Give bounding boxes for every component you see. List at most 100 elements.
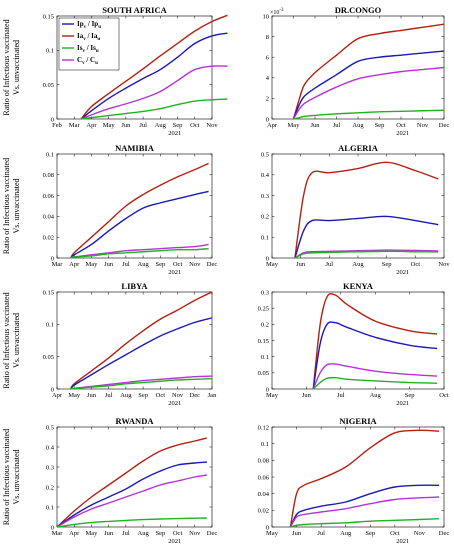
y-tick-label: 0.1 [46, 151, 54, 158]
y-tick-label: 0 [266, 524, 269, 531]
axes-frame [56, 291, 213, 390]
chart-title: NAMIBIA [115, 143, 155, 153]
x-tick-label: May [85, 261, 98, 268]
panel-dr-congo: DR.CONGO Apr May Jun Jul Aug Sep Oct Nov Dec 2021 0… [263, 5, 450, 137]
y-axis-label-line: Ratio of Infectious vaccinated [2, 19, 11, 115]
x-tick-label: May [85, 530, 98, 537]
x-tick-label: Aug [352, 122, 364, 129]
x-tick-label: Aug [138, 530, 150, 537]
x-tick-label: Jun [310, 122, 320, 129]
chart-title: NIGERIA [339, 416, 377, 426]
x-tick-label: Jun [121, 122, 131, 129]
x-year-label: 2021 [168, 130, 181, 137]
x-tick-label: Oct [190, 122, 200, 129]
series-line-blue [80, 32, 228, 120]
legend: Ipv / Ipu Iav / Iau Isv / Isu Cv / Cu [58, 17, 120, 71]
y-tick-label: 0.25 [258, 305, 269, 312]
y-tick-label: 0.2 [46, 484, 54, 491]
axes-frame [56, 426, 213, 528]
x-tick-label: Aug [120, 392, 132, 399]
x-tick-label: Oct [390, 530, 400, 537]
x-tick-label: Jul [333, 122, 341, 129]
x-tick-label: Feb [52, 122, 62, 129]
x-tick-label: Aug [370, 392, 382, 399]
x-tick-label: Oct [439, 392, 449, 399]
x-tick-label: Nov [417, 122, 429, 129]
x-tick-label: Nov [189, 530, 201, 537]
series-line-green [70, 377, 213, 390]
y-tick-label: 0.06 [258, 474, 270, 481]
x-year-label: 2021 [168, 538, 181, 545]
x-tick-label: Jul [317, 530, 325, 537]
series-line-blue [289, 484, 440, 528]
x-tick-label: Oct [396, 122, 406, 129]
y-tick-label: 10 [263, 13, 270, 20]
y-tick-label: 0.3 [46, 464, 54, 471]
y-tick-label: 0.15 [43, 289, 54, 296]
series-line-red [80, 14, 228, 120]
series-line-green [81, 98, 228, 120]
chart-title: RWANDA [116, 416, 155, 426]
x-tick-label: Jun [104, 261, 114, 268]
y-tick-label: 0.3 [261, 193, 269, 200]
series-line-red [70, 162, 209, 259]
x-tick-label: May [266, 261, 279, 268]
y-tick-label: 0.1 [46, 322, 54, 329]
series-line-purple [292, 66, 445, 120]
y-tick-label: 0.2 [261, 322, 269, 329]
y-axis-label: Ratio of Infectious vaccinated Vs. unvacc… [2, 158, 21, 254]
y-tick-label: 0 [266, 255, 269, 262]
x-tick-label: Oct [173, 261, 183, 268]
x-tick-label: Aug [340, 530, 352, 537]
y-tick-label: 8 [266, 34, 269, 41]
series-line-green [70, 247, 209, 259]
x-tick-label: Jul [337, 392, 345, 399]
y-tick-label: 0 [51, 116, 54, 123]
panel-nigeria: NIGERIA May Jun Jul Aug Sep Oct Nov Dec 2021 0 0.02… [258, 416, 450, 545]
y-tick-label: 0.02 [43, 235, 54, 242]
series-line-blue [70, 317, 213, 390]
y-tick-label: 0.5 [46, 424, 54, 431]
series-line-red [294, 161, 439, 259]
x-tick-label: Jul [326, 261, 334, 268]
x-tick-label: Apr [267, 122, 278, 129]
series-line-green [56, 517, 207, 528]
legend-entry: Iav / Iau [77, 32, 100, 42]
y-tick-label: 0.02 [258, 508, 269, 515]
panel-algeria: ALGERIA May Jun Jul Aug Sep Oct Nov 2021 0 0.1 0.2 0… [261, 143, 450, 276]
y-tick-label: 0.05 [43, 354, 54, 361]
legend-entry: Ipv / Ipu [77, 20, 101, 30]
x-tick-label: May [266, 392, 279, 399]
y-axis-label-line: Ratio of Infectious vaccinated [2, 292, 11, 388]
x-tick-label: Sep [375, 122, 385, 129]
series-line-purple [289, 496, 440, 528]
y-axis-label: Ratio of Infectious vaccinated Vs. unvacc… [2, 19, 21, 115]
axes-frame [56, 153, 213, 259]
y-tick-label: 0.15 [258, 338, 269, 345]
x-tick-label: Jun [87, 392, 97, 399]
axes-frame [56, 15, 213, 120]
series-line-green [290, 517, 440, 528]
axes-frame [271, 153, 445, 259]
x-tick-label: Aug [138, 261, 150, 268]
x-tick-label: Nov [172, 392, 184, 399]
x-tick-label: May [266, 530, 279, 537]
chart-title: ALGERIA [338, 143, 379, 153]
x-tick-label: May [68, 392, 81, 399]
x-tick-label: Jul [122, 261, 130, 268]
x-tick-label: Dec [190, 392, 201, 399]
x-year-label: 2021 [396, 269, 409, 276]
panel-namibia: NAMIBIA Mar Apr May Jun Jul Aug Sep Oct Nov Dec 202… [2, 143, 217, 276]
y-tick-label: 0.4 [261, 172, 270, 179]
x-tick-label: Mar [52, 261, 64, 268]
y-tick-label: 0.05 [43, 82, 54, 89]
y-tick-label: 0 [266, 116, 269, 123]
x-tick-label: Sep [173, 122, 183, 129]
y-tick-label: 0.04 [43, 214, 55, 221]
x-tick-label: Dec [439, 530, 450, 537]
y-tick-label: 0.12 [258, 424, 269, 431]
legend-entry: Cv / Cu [77, 56, 98, 66]
x-tick-label: Jun [104, 530, 114, 537]
y-tick-label: 0.1 [261, 441, 269, 448]
legend-box [58, 17, 120, 71]
